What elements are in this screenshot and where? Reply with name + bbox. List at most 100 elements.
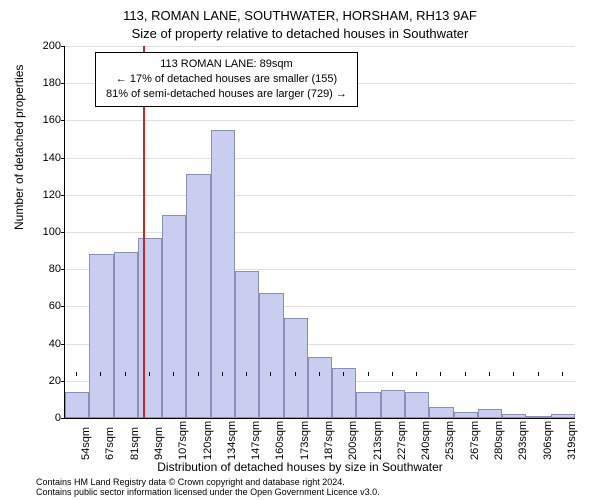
xtick-mark bbox=[392, 372, 393, 376]
histogram-bar bbox=[114, 252, 138, 418]
ytick-mark bbox=[61, 195, 65, 196]
xtick-label: 94sqm bbox=[153, 427, 165, 460]
xtick-mark bbox=[149, 372, 150, 376]
xtick-mark bbox=[440, 372, 441, 376]
xtick-mark bbox=[343, 372, 344, 376]
gridline bbox=[65, 232, 575, 233]
xtick-mark bbox=[76, 372, 77, 376]
xtick-label: 134sqm bbox=[226, 421, 238, 460]
xtick-label: 107sqm bbox=[177, 421, 189, 460]
attribution-line2: Contains public sector information licen… bbox=[36, 488, 380, 498]
xtick-mark bbox=[173, 372, 174, 376]
xtick-label: 160sqm bbox=[274, 421, 286, 460]
xtick-mark bbox=[198, 372, 199, 376]
histogram-bar bbox=[526, 416, 550, 418]
xtick-mark bbox=[416, 372, 417, 376]
xtick-mark bbox=[562, 372, 563, 376]
xtick-label: 67sqm bbox=[104, 427, 116, 460]
histogram-bar bbox=[259, 293, 283, 418]
xtick-label: 200sqm bbox=[347, 421, 359, 460]
ytick-mark bbox=[61, 120, 65, 121]
xtick-mark bbox=[465, 372, 466, 376]
ytick-label: 120 bbox=[33, 189, 61, 201]
xtick-label: 147sqm bbox=[250, 421, 262, 460]
xtick-mark bbox=[368, 372, 369, 376]
ytick-label: 180 bbox=[33, 77, 61, 89]
infobox-line1: 113 ROMAN LANE: 89sqm bbox=[106, 57, 347, 72]
xtick-mark bbox=[319, 372, 320, 376]
histogram-bar bbox=[551, 414, 575, 418]
histogram-bar bbox=[356, 392, 380, 418]
ytick-mark bbox=[61, 83, 65, 84]
ytick-mark bbox=[61, 46, 65, 47]
ytick-label: 200 bbox=[33, 40, 61, 52]
xtick-label: 81sqm bbox=[129, 427, 141, 460]
ytick-label: 160 bbox=[33, 114, 61, 126]
xtick-label: 280sqm bbox=[493, 421, 505, 460]
xtick-mark bbox=[100, 372, 101, 376]
histogram-bar bbox=[138, 238, 162, 418]
chart-title: 113, ROMAN LANE, SOUTHWATER, HORSHAM, RH… bbox=[0, 8, 600, 23]
xtick-label: 253sqm bbox=[444, 421, 456, 460]
histogram-bar bbox=[162, 215, 186, 418]
ytick-mark bbox=[61, 158, 65, 159]
ytick-label: 0 bbox=[33, 412, 61, 424]
histogram-bar bbox=[381, 390, 405, 418]
xtick-mark bbox=[513, 372, 514, 376]
chart-subtitle: Size of property relative to detached ho… bbox=[0, 26, 600, 41]
histogram-bar bbox=[186, 174, 210, 418]
histogram-bar bbox=[284, 318, 308, 418]
infobox-line2: ← 17% of detached houses are smaller (15… bbox=[106, 72, 347, 87]
xtick-label: 173sqm bbox=[299, 421, 311, 460]
xtick-label: 240sqm bbox=[420, 421, 432, 460]
ytick-label: 60 bbox=[33, 300, 61, 312]
histogram-bar bbox=[235, 271, 259, 418]
xtick-label: 319sqm bbox=[566, 421, 578, 460]
ytick-mark bbox=[61, 232, 65, 233]
xtick-mark bbox=[489, 372, 490, 376]
histogram-bar bbox=[429, 407, 453, 418]
xtick-mark bbox=[538, 372, 539, 376]
xtick-label: 293sqm bbox=[517, 421, 529, 460]
xtick-label: 227sqm bbox=[396, 421, 408, 460]
y-axis-label: Number of detached properties bbox=[12, 65, 26, 230]
ytick-label: 20 bbox=[33, 375, 61, 387]
histogram-bar bbox=[211, 130, 235, 418]
gridline bbox=[65, 195, 575, 196]
xtick-label: 267sqm bbox=[469, 421, 481, 460]
histogram-bar bbox=[478, 409, 502, 418]
histogram-bar bbox=[332, 368, 356, 418]
xtick-label: 213sqm bbox=[372, 421, 384, 460]
gridline bbox=[65, 46, 575, 47]
x-axis-label: Distribution of detached houses by size … bbox=[0, 460, 600, 474]
ytick-mark bbox=[61, 418, 65, 419]
histogram-bar bbox=[89, 254, 113, 418]
histogram-bar bbox=[454, 412, 478, 418]
gridline bbox=[65, 120, 575, 121]
ytick-label: 100 bbox=[33, 226, 61, 238]
xtick-mark bbox=[125, 372, 126, 376]
ytick-label: 140 bbox=[33, 152, 61, 164]
ytick-mark bbox=[61, 269, 65, 270]
xtick-label: 306sqm bbox=[542, 421, 554, 460]
attribution: Contains HM Land Registry data © Crown c… bbox=[36, 478, 380, 498]
histogram-bar bbox=[502, 414, 526, 418]
xtick-mark bbox=[222, 372, 223, 376]
xtick-mark bbox=[270, 372, 271, 376]
xtick-label: 54sqm bbox=[80, 427, 92, 460]
chart-container: 113, ROMAN LANE, SOUTHWATER, HORSHAM, RH… bbox=[0, 0, 600, 500]
xtick-mark bbox=[295, 372, 296, 376]
histogram-bar bbox=[308, 357, 332, 418]
infobox-line3: 81% of semi-detached houses are larger (… bbox=[106, 87, 347, 102]
marker-infobox: 113 ROMAN LANE: 89sqm ← 17% of detached … bbox=[95, 52, 358, 107]
ytick-label: 80 bbox=[33, 263, 61, 275]
ytick-label: 40 bbox=[33, 338, 61, 350]
plot-area: 020406080100120140160180200 113 ROMAN LA… bbox=[64, 46, 575, 419]
xtick-label: 120sqm bbox=[202, 421, 214, 460]
histogram-bar bbox=[405, 392, 429, 418]
xtick-label: 187sqm bbox=[323, 421, 335, 460]
ytick-mark bbox=[61, 381, 65, 382]
ytick-mark bbox=[61, 306, 65, 307]
gridline bbox=[65, 158, 575, 159]
histogram-bar bbox=[65, 392, 89, 418]
